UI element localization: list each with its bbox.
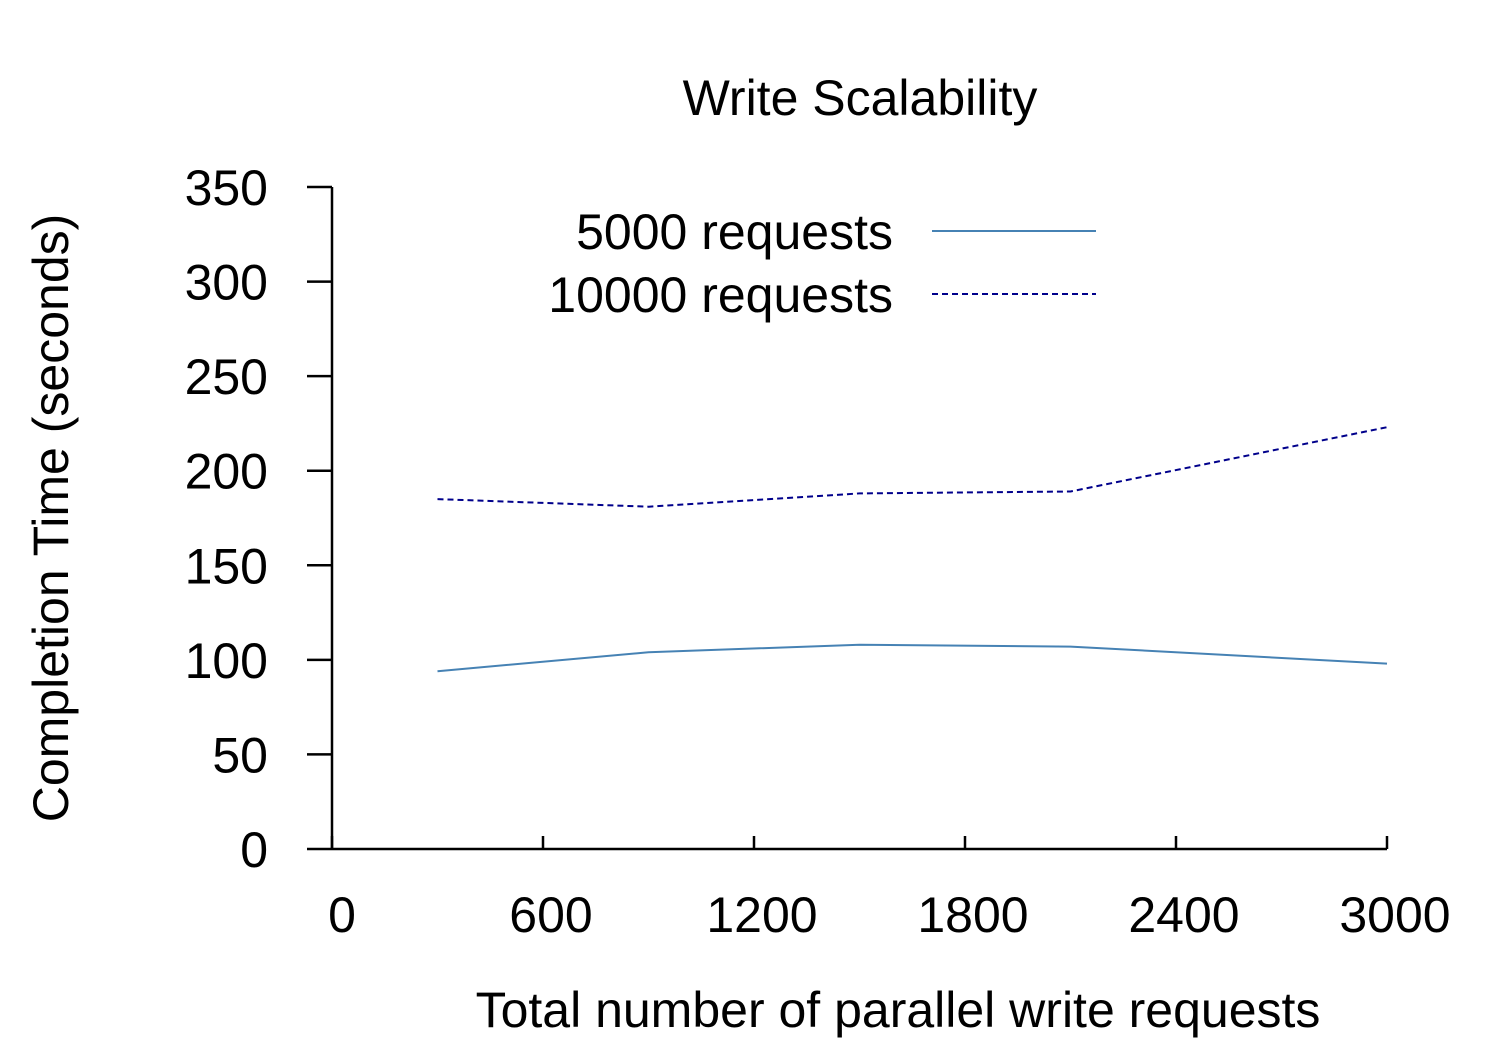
x-tick-label: 2400: [1128, 887, 1239, 943]
y-tick-label: 50: [212, 727, 268, 783]
y-tick-label: 200: [185, 444, 268, 500]
axes: [330, 187, 1387, 851]
legend: 5000 requests 10000 requests: [548, 204, 1096, 323]
series-line-1: [437, 643, 1388, 673]
y-tick-label: 350: [185, 160, 268, 216]
x-ticks: 0 600 1200 1800 2400 3000: [328, 836, 1451, 943]
x-axis-title: Total number of parallel write requests: [476, 982, 1321, 1038]
y-ticks: 0 50 100 150 200 250 300 350: [185, 160, 332, 878]
y-tick-label: 0: [240, 822, 268, 878]
series-layer: [437, 426, 1388, 673]
x-tick-label: 600: [509, 887, 592, 943]
y-axis-title: Completion Time (seconds): [23, 214, 79, 823]
legend-label-2: 10000 requests: [548, 267, 893, 323]
chart-title: Write Scalability: [683, 70, 1038, 126]
y-tick-label: 300: [185, 255, 268, 311]
legend-label-1: 5000 requests: [576, 204, 893, 260]
x-tick-label: 1200: [706, 887, 817, 943]
x-tick-label: 3000: [1339, 887, 1450, 943]
y-tick-label: 250: [185, 349, 268, 405]
y-tick-label: 100: [185, 633, 268, 689]
x-tick-label: 0: [328, 887, 356, 943]
x-tick-label: 1800: [917, 887, 1028, 943]
series-line-2: [437, 426, 1388, 508]
y-tick-label: 150: [185, 538, 268, 594]
